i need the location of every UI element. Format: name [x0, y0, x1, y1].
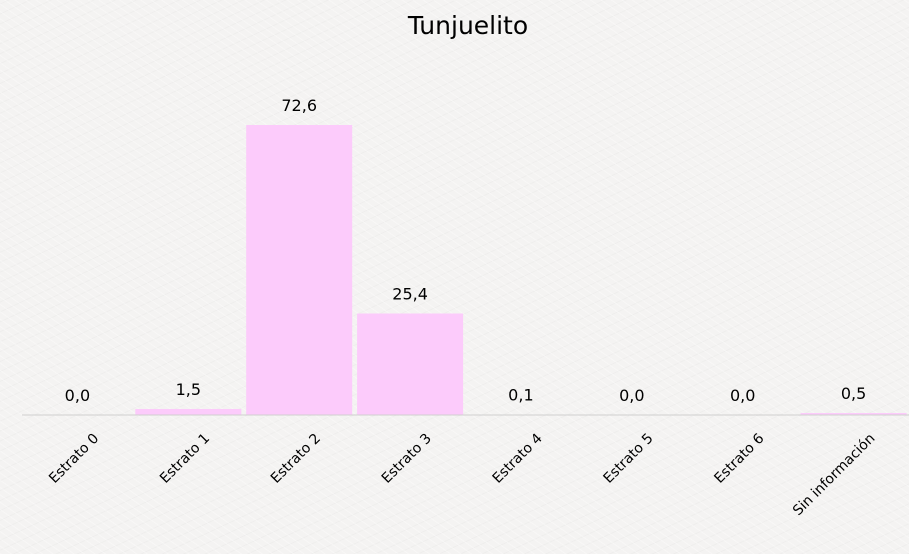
data-label: 25,4	[392, 285, 428, 304]
bar-estrato-3	[357, 313, 464, 415]
bar-estrato-1	[135, 409, 242, 415]
x-tick-label: Sin información	[790, 431, 878, 519]
bar-estrato-2	[246, 125, 353, 415]
x-tick-label: Estrato 1	[157, 431, 213, 487]
x-tick-label: Estrato 0	[46, 431, 102, 487]
data-labels-group: 0,0 1,5 72,6 25,4 0,1 0,0 0,0 0,5	[65, 96, 867, 405]
bar-sin-información	[800, 413, 907, 415]
bars-group	[135, 125, 907, 415]
data-label: 0,0	[619, 386, 644, 405]
x-tick-label: Estrato 3	[379, 431, 435, 487]
data-label: 1,5	[176, 380, 201, 399]
x-tick-label: Estrato 5	[600, 431, 656, 487]
data-label: 72,6	[281, 96, 317, 115]
data-label: 0,5	[841, 384, 866, 403]
x-tick-label: Estrato 6	[711, 430, 767, 486]
data-label: 0,0	[65, 386, 90, 405]
data-label: 0,1	[508, 386, 533, 405]
x-tick-label: Estrato 4	[490, 430, 546, 486]
chart-title: Tunjuelito	[407, 11, 528, 40]
data-label: 0,0	[730, 386, 755, 405]
x-tick-label: Estrato 2	[268, 431, 324, 487]
x-tick-labels-group: Estrato 0 Estrato 1 Estrato 2 Estrato 3 Estr…	[46, 430, 878, 519]
